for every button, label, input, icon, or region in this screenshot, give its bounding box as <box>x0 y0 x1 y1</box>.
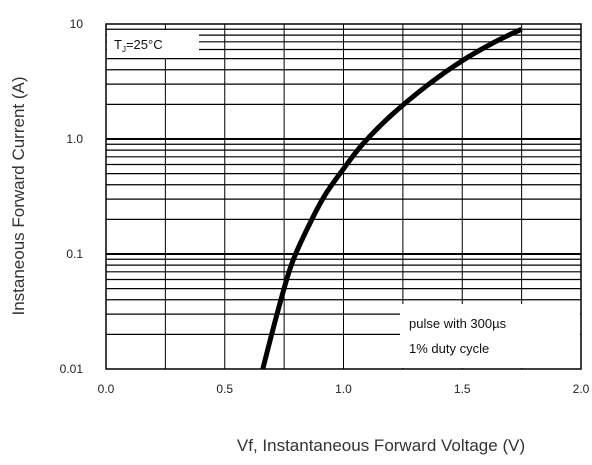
x-tick-label: 0.0 <box>98 382 115 396</box>
tj-main: T <box>114 37 122 52</box>
y-tick-label: 0.1 <box>66 247 83 261</box>
pulse-annotation-box <box>400 304 580 368</box>
plot-border <box>105 23 582 370</box>
forward-current-curve <box>260 27 523 370</box>
series-group <box>260 27 523 370</box>
grid <box>106 24 581 369</box>
pulse-annotation-line2: 1% duty cycle <box>409 341 489 356</box>
y-axis-label: Instaneous Forward Current (A) <box>9 76 28 315</box>
x-tick-label: 2.0 <box>573 382 590 396</box>
y-tick-labels: 0.01 0.1 1.0 10 <box>60 17 84 376</box>
temperature-annotation-box <box>107 30 199 58</box>
x-axis-label: Vf, Instantaneous Forward Voltage (V) <box>237 436 525 455</box>
pulse-annotation-line1: pulse with 300µs <box>409 316 507 331</box>
tj-sub: J <box>122 45 126 54</box>
tj-rest: =25°C <box>126 37 163 52</box>
y-tick-label: 1.0 <box>66 132 83 146</box>
x-tick-label: 0.5 <box>216 382 233 396</box>
y-tick-label: 10 <box>70 17 84 31</box>
temperature-annotation: TJ=25°C <box>114 37 163 54</box>
x-tick-label: 1.5 <box>454 382 471 396</box>
x-tick-label: 1.0 <box>335 382 352 396</box>
y-tick-label: 0.01 <box>60 362 84 376</box>
x-tick-labels: 0.0 0.5 1.0 1.5 2.0 <box>98 382 590 396</box>
